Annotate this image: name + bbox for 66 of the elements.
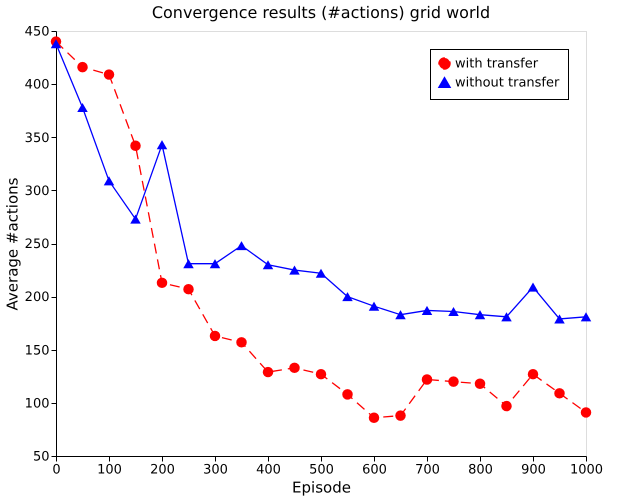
y-tick-label: 200 [24, 290, 50, 306]
point [130, 140, 141, 151]
legend-label: without transfer [455, 76, 560, 90]
y-tick-label: 400 [24, 78, 50, 93]
x-tick-label: 800 [468, 462, 493, 478]
point [183, 259, 194, 268]
y-tick-label: 100 [24, 396, 50, 412]
point [316, 368, 326, 380]
point [422, 306, 432, 315]
x-axis-title: Episode [292, 478, 351, 496]
point [580, 407, 592, 418]
point [104, 69, 114, 80]
y-tick-label: 250 [24, 237, 50, 252]
point [183, 284, 194, 294]
point [156, 140, 168, 150]
x-tick-label: 600 [362, 462, 387, 478]
point [501, 312, 512, 322]
x-tick-label: 1000 [570, 462, 604, 478]
point [342, 292, 353, 302]
point [554, 388, 565, 399]
point [77, 62, 88, 72]
point [210, 330, 220, 342]
point [395, 410, 406, 421]
y-tick-label: 50 [32, 450, 50, 464]
point [130, 214, 141, 224]
point [554, 314, 565, 324]
point [368, 412, 380, 423]
point [528, 282, 538, 292]
x-tick-label: 900 [521, 462, 546, 478]
point [368, 302, 380, 311]
point [528, 368, 538, 380]
point [422, 374, 432, 385]
point [580, 312, 592, 322]
point [236, 337, 247, 348]
point [104, 176, 114, 186]
point [77, 102, 88, 112]
point [501, 400, 512, 412]
y-tick-label: 350 [24, 130, 50, 146]
point [474, 310, 486, 320]
x-tick-label: 700 [415, 462, 440, 478]
point [448, 306, 459, 316]
x-tick-label: 0 [52, 462, 61, 478]
point [262, 260, 274, 270]
x-tick-label: 500 [309, 462, 334, 478]
point [316, 268, 326, 278]
point [156, 278, 168, 288]
point [448, 376, 459, 387]
point [289, 362, 300, 374]
y-tick-label: 150 [24, 343, 50, 358]
legend-label: with transfer [455, 56, 539, 72]
point [289, 266, 300, 275]
x-tick-label: 200 [150, 462, 175, 478]
point [262, 366, 274, 378]
x-tick-label: 300 [203, 462, 228, 478]
y-tick-label: 450 [24, 24, 50, 40]
point [210, 259, 220, 268]
point [342, 389, 353, 400]
x-tick-label: 400 [256, 462, 281, 478]
x-tick-label: 100 [97, 462, 122, 478]
point [50, 39, 62, 48]
y-tick-label: 300 [24, 184, 50, 199]
y-axis-title: Average #actions [4, 177, 22, 310]
point [236, 241, 247, 250]
point [474, 378, 486, 389]
point [395, 310, 406, 320]
chart-title: Convergence results (#actions) grid world [152, 3, 490, 22]
